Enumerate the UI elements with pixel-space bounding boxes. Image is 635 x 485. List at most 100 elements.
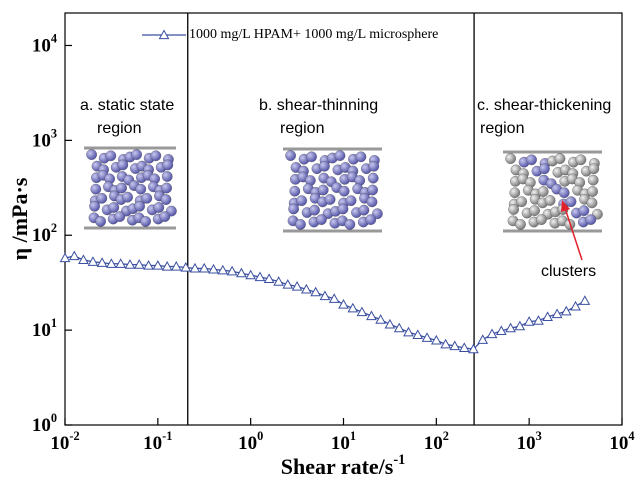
data-point — [347, 302, 359, 313]
data-point — [198, 262, 210, 273]
particle — [288, 203, 299, 215]
particle — [358, 204, 370, 216]
data-point — [236, 267, 247, 278]
particle — [536, 214, 547, 225]
particle — [141, 192, 153, 204]
particle — [114, 211, 126, 222]
particle — [96, 192, 108, 204]
particle — [134, 200, 145, 212]
annotation: c. shear-thickening — [477, 97, 611, 114]
annotation: region — [97, 120, 141, 137]
particle — [554, 153, 566, 164]
particle — [345, 195, 357, 207]
particle — [537, 186, 549, 197]
x-tick-label: 103 — [517, 429, 542, 455]
particle — [116, 182, 127, 194]
particle — [509, 187, 521, 199]
data-point — [328, 293, 340, 303]
data-point — [217, 264, 229, 275]
particle — [86, 149, 97, 160]
particle — [539, 163, 550, 175]
data-point — [570, 300, 581, 311]
y-tick-label: 101 — [32, 316, 57, 342]
arrow-head — [561, 200, 570, 212]
data-point — [96, 257, 108, 267]
data-point — [384, 318, 396, 329]
particle — [117, 159, 129, 171]
y-tick-label: 102 — [32, 221, 57, 247]
data-point — [403, 326, 414, 337]
particle — [108, 202, 120, 213]
data-point — [542, 311, 553, 321]
particle — [365, 214, 377, 225]
particle — [578, 205, 590, 216]
particle — [587, 186, 598, 197]
particle — [309, 204, 320, 216]
data-point — [291, 281, 303, 291]
particle — [105, 150, 117, 162]
x-tick-label: 102 — [424, 429, 449, 455]
legend-marker — [158, 29, 170, 40]
particle — [337, 203, 349, 215]
particle — [285, 150, 296, 161]
data-point — [254, 271, 266, 282]
particle — [140, 216, 151, 227]
y-tick-label: 100 — [32, 411, 57, 437]
arrow — [564, 207, 583, 261]
particle — [161, 171, 173, 182]
x-tick-label: 10-2 — [50, 429, 79, 455]
data-point — [449, 340, 461, 351]
data-point — [551, 308, 563, 319]
y-tick-label: 103 — [32, 126, 57, 152]
particle — [355, 151, 367, 163]
annotation: a. static state — [80, 97, 174, 114]
data-point — [124, 259, 136, 269]
particle — [366, 196, 378, 208]
data-point — [273, 276, 284, 286]
particle — [587, 174, 599, 186]
particle — [529, 205, 540, 216]
data-point — [106, 258, 117, 268]
annotation: region — [480, 120, 524, 137]
particle — [344, 219, 356, 230]
x-tick-label: 10-1 — [143, 429, 172, 455]
particle — [324, 194, 336, 205]
particle — [338, 185, 350, 197]
particle — [159, 211, 171, 222]
particle — [95, 216, 106, 227]
particle — [575, 154, 587, 166]
particle — [558, 187, 570, 199]
data-point — [533, 315, 544, 325]
data-point — [430, 334, 442, 345]
data-point — [68, 250, 80, 261]
data-point — [523, 316, 535, 326]
particle — [516, 196, 528, 208]
particle — [90, 183, 102, 195]
annotation: region — [280, 120, 324, 137]
particle — [586, 197, 598, 209]
particle — [585, 214, 597, 225]
data-point — [115, 258, 127, 268]
particle — [131, 149, 142, 160]
particle — [296, 195, 308, 207]
data-point — [282, 279, 294, 289]
data-point — [87, 256, 99, 266]
particle — [317, 184, 329, 196]
data-point — [170, 261, 182, 271]
particle — [505, 153, 516, 164]
particle — [588, 163, 600, 175]
data-point — [161, 261, 173, 271]
data-point — [338, 299, 349, 309]
particle — [89, 200, 100, 212]
data-point — [375, 314, 386, 324]
data-point — [152, 260, 164, 270]
data-point — [263, 273, 275, 283]
data-point — [143, 260, 154, 270]
data-point — [579, 295, 591, 305]
y-axis-label: η /mPa·s — [7, 177, 32, 260]
series-line — [64, 255, 586, 350]
particle — [508, 204, 519, 215]
data-point — [421, 332, 433, 342]
particle — [367, 184, 378, 196]
